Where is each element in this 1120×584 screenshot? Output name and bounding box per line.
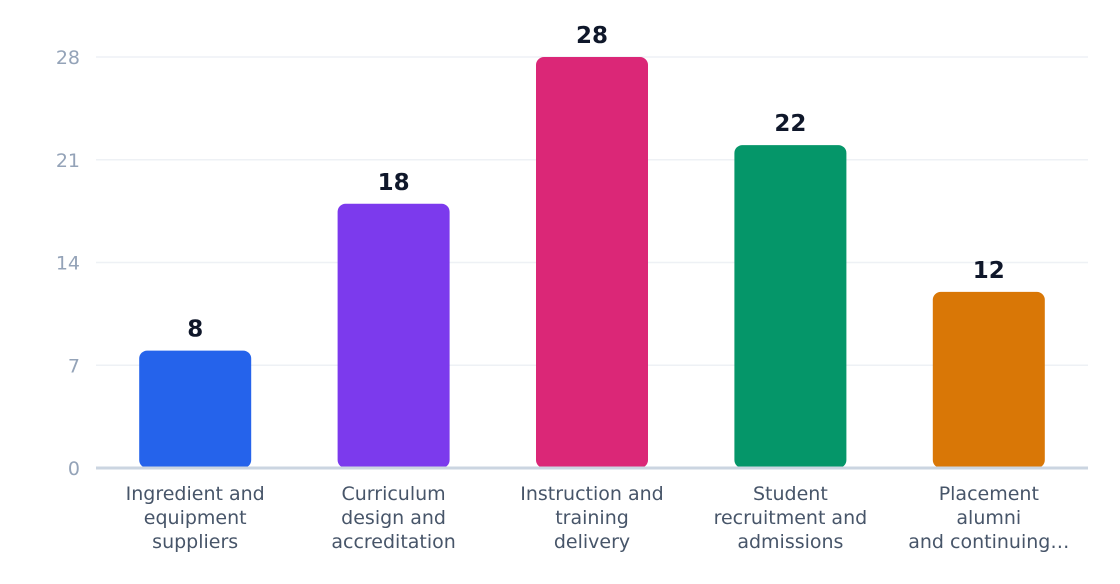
x-tick-label-line: Instruction and [520,483,663,505]
data-label: 28 [576,23,608,49]
x-tick-label: Curriculum design and accreditation [331,483,455,553]
x-tick-label: Ingredient and equipment suppliers [126,483,265,553]
data-label: 8 [187,317,203,343]
y-tick-label: 28 [56,47,80,69]
x-tick-label: Placement alumni and continuing… [908,483,1069,553]
x-tick-label-line: equipment [144,507,247,529]
y-tick-label: 7 [68,355,80,377]
bar [337,203,450,469]
data-label: 18 [378,170,410,196]
bar [139,350,252,468]
data-label: 22 [774,111,806,137]
bar [536,57,648,468]
x-tick-label-line: alumni [956,507,1021,529]
data-label: 12 [973,258,1005,284]
category-labels: Ingredient and equipment suppliers Curricul… [126,483,1070,553]
x-tick-label: Instruction and training delivery [520,483,663,553]
x-tick-label-line: design and [341,507,446,529]
x-tick-label-line: Placement [939,483,1039,505]
bar [734,145,847,469]
x-tick-label-line: admissions [737,531,843,553]
y-axis-ticks: 0 7 14 21 28 [56,47,80,480]
x-tick-label-line: accreditation [331,531,455,553]
bars [139,57,1045,469]
x-tick-label-line: training [555,507,629,529]
bar [932,291,1045,468]
x-tick-label-line: Curriculum [341,483,445,505]
x-tick-label: Student recruitment and admissions [714,483,868,553]
y-tick-label: 14 [56,253,80,275]
x-tick-label-line: suppliers [152,531,238,553]
x-tick-label-line: Student [753,483,828,505]
y-tick-label: 21 [56,150,80,172]
y-tick-label: 0 [68,458,80,480]
x-tick-label-line: delivery [554,531,630,553]
x-tick-label-line: and continuing… [908,531,1069,553]
x-tick-label-line: recruitment and [714,507,868,529]
x-tick-label-line: Ingredient and [126,483,265,505]
data-labels: 8 18 28 22 12 [187,23,1005,343]
